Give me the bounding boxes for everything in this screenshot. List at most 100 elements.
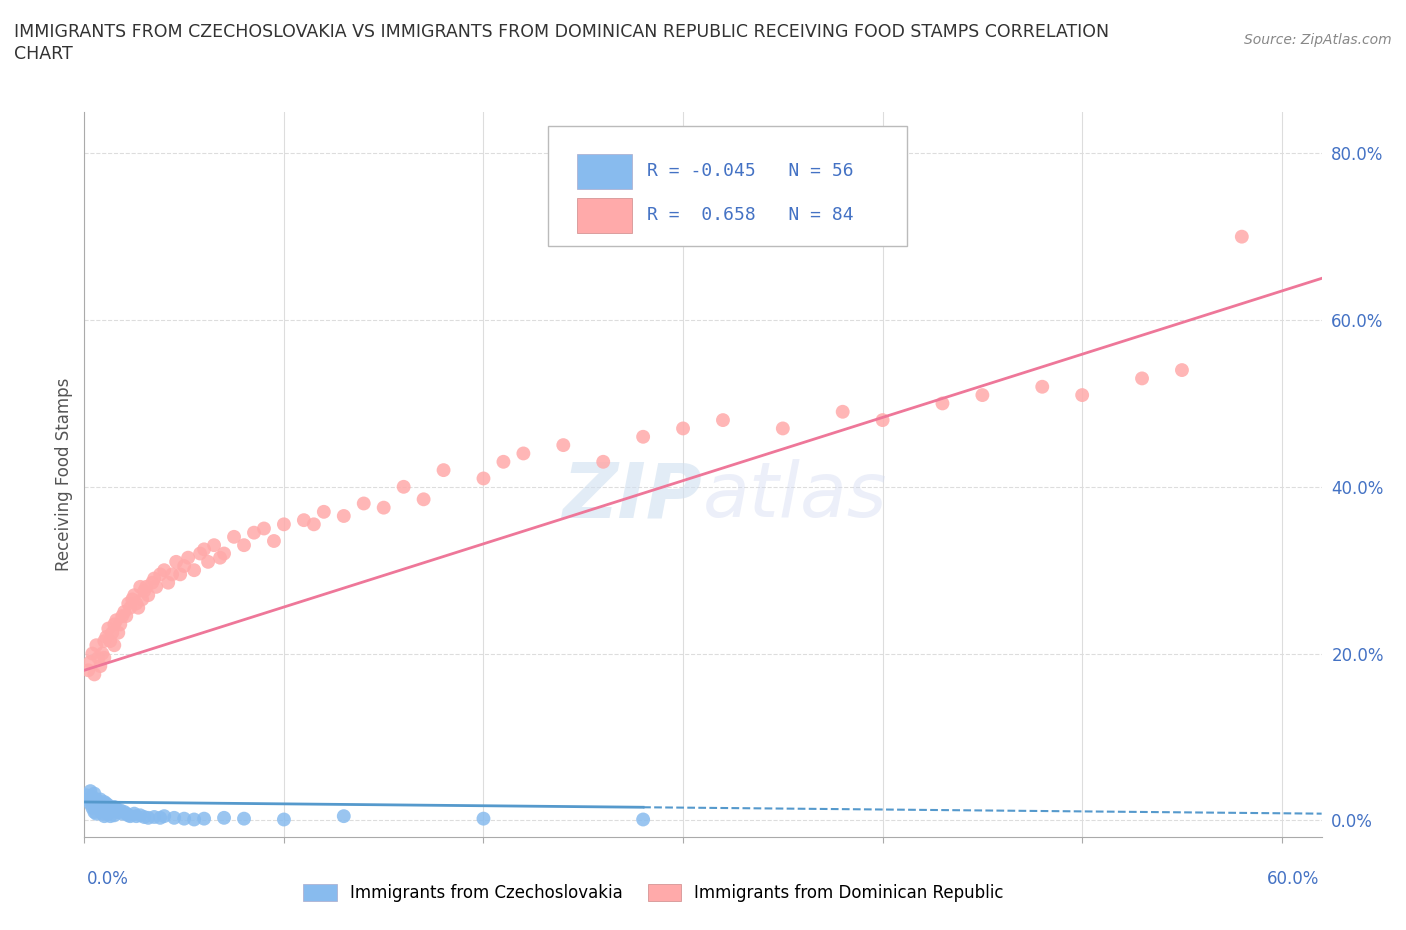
Point <box>82 790 104 804</box>
Point <box>125 809 148 824</box>
Point <box>96 796 118 811</box>
Point <box>129 808 152 823</box>
Point <box>127 600 149 615</box>
Point <box>222 529 245 544</box>
Point <box>135 579 157 594</box>
Point <box>253 521 276 536</box>
Point <box>149 810 172 825</box>
Point <box>98 801 121 816</box>
Point <box>83 786 105 801</box>
Point <box>77 663 100 678</box>
Point <box>392 479 415 494</box>
Point <box>79 784 101 799</box>
Text: IMMIGRANTS FROM CZECHOSLOVAKIA VS IMMIGRANTS FROM DOMINICAN REPUBLIC RECEIVING F: IMMIGRANTS FROM CZECHOSLOVAKIA VS IMMIGR… <box>14 23 1109 41</box>
Point <box>110 803 132 817</box>
Point <box>273 812 295 827</box>
Point <box>163 810 186 825</box>
Y-axis label: Receiving Food Stamps: Receiving Food Stamps <box>55 378 73 571</box>
Point <box>183 812 205 827</box>
Point <box>117 596 139 611</box>
Point <box>672 421 695 436</box>
Point <box>432 463 454 478</box>
Point <box>831 405 853 419</box>
Point <box>93 809 115 824</box>
Point <box>101 625 124 640</box>
Point <box>86 638 108 653</box>
Point <box>87 650 110 665</box>
Point <box>134 809 156 824</box>
Point <box>157 576 180 591</box>
Point <box>97 806 120 821</box>
Point <box>233 811 256 826</box>
Point <box>145 579 167 594</box>
Point <box>512 446 534 461</box>
Point <box>91 806 114 821</box>
Point <box>87 796 110 811</box>
Point <box>107 804 129 819</box>
Point <box>75 788 97 803</box>
Point <box>89 803 111 817</box>
Point <box>1230 229 1253 244</box>
Point <box>101 803 124 817</box>
Point <box>197 554 219 569</box>
Point <box>631 430 654 445</box>
Bar <box>576 198 633 232</box>
Point <box>115 608 138 623</box>
Point <box>93 794 115 809</box>
Point <box>120 809 142 824</box>
Point <box>131 591 153 606</box>
Point <box>107 625 129 640</box>
Point <box>103 638 125 653</box>
Point <box>1130 371 1153 386</box>
Point <box>86 806 108 821</box>
Point <box>160 567 183 582</box>
Point <box>115 806 138 821</box>
Point <box>112 804 135 819</box>
Point <box>82 646 104 661</box>
Point <box>86 792 108 807</box>
Point <box>173 559 195 574</box>
Point <box>103 808 125 823</box>
Point <box>96 630 118 644</box>
Point <box>931 396 953 411</box>
Point <box>89 658 111 673</box>
Point <box>243 525 266 540</box>
Point <box>103 617 125 631</box>
Point <box>169 567 191 582</box>
Point <box>1171 363 1194 378</box>
Point <box>302 517 325 532</box>
Point <box>193 542 215 557</box>
Point <box>165 554 187 569</box>
Text: CHART: CHART <box>14 45 73 62</box>
Point <box>86 798 108 813</box>
Point <box>91 798 114 813</box>
Point <box>110 617 132 631</box>
Text: R = -0.045   N = 56: R = -0.045 N = 56 <box>647 162 853 180</box>
Point <box>212 810 235 825</box>
Point <box>122 806 145 821</box>
Point <box>177 551 200 565</box>
Point <box>98 809 121 824</box>
Point <box>472 811 495 826</box>
Point <box>122 588 145 603</box>
Point <box>149 567 172 582</box>
Point <box>373 500 395 515</box>
Point <box>129 579 152 594</box>
Text: Source: ZipAtlas.com: Source: ZipAtlas.com <box>1244 33 1392 46</box>
Point <box>79 655 101 670</box>
Text: atlas: atlas <box>703 459 887 533</box>
Point <box>96 804 118 819</box>
Point <box>188 546 211 561</box>
Point <box>141 576 163 591</box>
Point <box>972 388 994 403</box>
Point <box>117 808 139 823</box>
Point <box>173 811 195 826</box>
Point <box>772 421 794 436</box>
Text: 60.0%: 60.0% <box>1267 870 1319 888</box>
Point <box>333 509 356 524</box>
Point <box>87 801 110 816</box>
Point <box>153 563 176 578</box>
Point <box>79 796 101 811</box>
Point <box>77 792 100 807</box>
Point <box>97 621 120 636</box>
